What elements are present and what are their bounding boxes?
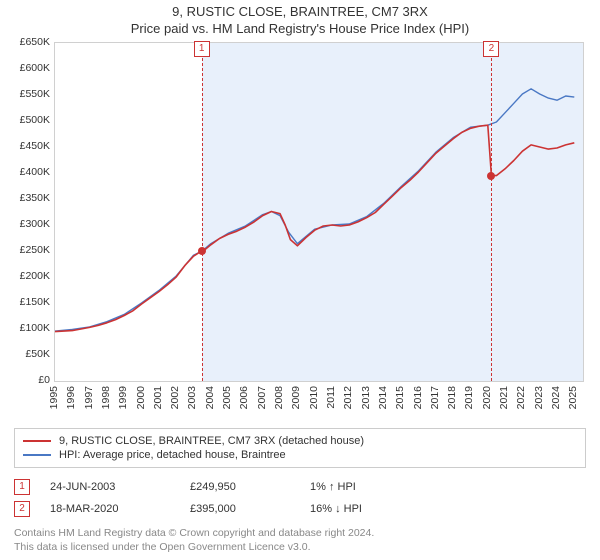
x-tick-label: 1998 [100, 386, 112, 409]
chart-titles: 9, RUSTIC CLOSE, BRAINTREE, CM7 3RX Pric… [0, 0, 600, 36]
x-axis: 1995199619971998199920002001200220032004… [54, 382, 584, 422]
legend-item: 9, RUSTIC CLOSE, BRAINTREE, CM7 3RX (det… [23, 434, 577, 448]
title-subtitle: Price paid vs. HM Land Registry's House … [0, 21, 600, 36]
legend-swatch [23, 454, 51, 456]
x-tick-label: 2007 [256, 386, 268, 409]
series-price_paid [55, 125, 574, 331]
x-tick-label: 2019 [463, 386, 475, 409]
below-chart: 9, RUSTIC CLOSE, BRAINTREE, CM7 3RX (det… [14, 428, 586, 554]
event-row-date: 24-JUN-2003 [50, 481, 170, 493]
x-tick-label: 2015 [394, 386, 406, 409]
y-tick-label: £600K [20, 62, 50, 74]
event-marker-dot [198, 247, 206, 255]
event-row-change: 16% ↓ HPI [310, 503, 430, 515]
x-tick-label: 2018 [446, 386, 458, 409]
x-tick-label: 1999 [117, 386, 129, 409]
x-tick-label: 2016 [412, 386, 424, 409]
event-row-badge: 2 [14, 501, 30, 517]
event-badge: 2 [483, 41, 499, 57]
y-tick-label: £150K [20, 296, 50, 308]
y-tick-label: £300K [20, 218, 50, 230]
legend: 9, RUSTIC CLOSE, BRAINTREE, CM7 3RX (det… [14, 428, 586, 468]
x-tick-label: 2004 [204, 386, 216, 409]
y-tick-label: £450K [20, 140, 50, 152]
event-vline [491, 43, 492, 381]
x-tick-label: 2011 [325, 386, 337, 409]
chart-area: £0 £50K £100K £150K £200K £250K £300K £350K £400… [10, 42, 590, 426]
x-tick-label: 2014 [377, 386, 389, 409]
x-tick-label: 2005 [221, 386, 233, 409]
y-tick-label: £50K [25, 348, 50, 360]
footer-license: This data is licensed under the Open Gov… [14, 540, 586, 554]
event-vline [202, 43, 203, 381]
event-row-price: £249,950 [190, 481, 290, 493]
y-tick-label: £550K [20, 88, 50, 100]
y-axis: £0£50K£100K£150K£200K£250K£300K£350K£400… [10, 42, 54, 382]
x-tick-label: 2025 [567, 386, 579, 409]
x-tick-label: 2008 [273, 386, 285, 409]
y-tick-label: £100K [20, 322, 50, 334]
events-table: 1 24-JUN-2003 £249,950 1% ↑ HPI 2 18-MAR-2020… [14, 476, 586, 520]
legend-label: 9, RUSTIC CLOSE, BRAINTREE, CM7 3RX (det… [59, 435, 364, 447]
event-row-badge: 1 [14, 479, 30, 495]
series-hpi [55, 89, 574, 331]
y-tick-label: £0 [38, 374, 50, 386]
x-tick-label: 2006 [238, 386, 250, 409]
footer-copyright: Contains HM Land Registry data © Crown c… [14, 526, 586, 540]
event-marker-dot [487, 172, 495, 180]
x-tick-label: 2023 [533, 386, 545, 409]
event-row-price: £395,000 [190, 503, 290, 515]
y-tick-label: £650K [20, 36, 50, 48]
x-tick-label: 2021 [498, 386, 510, 409]
y-tick-label: £500K [20, 114, 50, 126]
x-tick-label: 2009 [290, 386, 302, 409]
x-tick-label: 2013 [360, 386, 372, 409]
event-row: 1 24-JUN-2003 £249,950 1% ↑ HPI [14, 476, 586, 498]
y-tick-label: £350K [20, 192, 50, 204]
x-tick-label: 2017 [429, 386, 441, 409]
y-tick-label: £400K [20, 166, 50, 178]
x-tick-label: 2003 [186, 386, 198, 409]
event-row-change: 1% ↑ HPI [310, 481, 430, 493]
x-tick-label: 2002 [169, 386, 181, 409]
x-tick-label: 1996 [65, 386, 77, 409]
title-address: 9, RUSTIC CLOSE, BRAINTREE, CM7 3RX [0, 4, 600, 19]
plot-area: 12 [54, 42, 584, 382]
event-row-date: 18-MAR-2020 [50, 503, 170, 515]
legend-swatch [23, 440, 51, 442]
y-tick-label: £200K [20, 270, 50, 282]
legend-item: HPI: Average price, detached house, Brai… [23, 448, 577, 462]
x-tick-label: 2000 [135, 386, 147, 409]
chart-lines [55, 43, 583, 381]
x-tick-label: 2020 [481, 386, 493, 409]
y-tick-label: £250K [20, 244, 50, 256]
event-badge: 1 [194, 41, 210, 57]
event-row: 2 18-MAR-2020 £395,000 16% ↓ HPI [14, 498, 586, 520]
x-tick-label: 2010 [308, 386, 320, 409]
x-tick-label: 1995 [48, 386, 60, 409]
legend-label: HPI: Average price, detached house, Brai… [59, 449, 286, 461]
x-tick-label: 2001 [152, 386, 164, 409]
x-tick-label: 2012 [342, 386, 354, 409]
x-tick-label: 2022 [515, 386, 527, 409]
footer: Contains HM Land Registry data © Crown c… [14, 526, 586, 554]
x-tick-label: 1997 [83, 386, 95, 409]
x-tick-label: 2024 [550, 386, 562, 409]
